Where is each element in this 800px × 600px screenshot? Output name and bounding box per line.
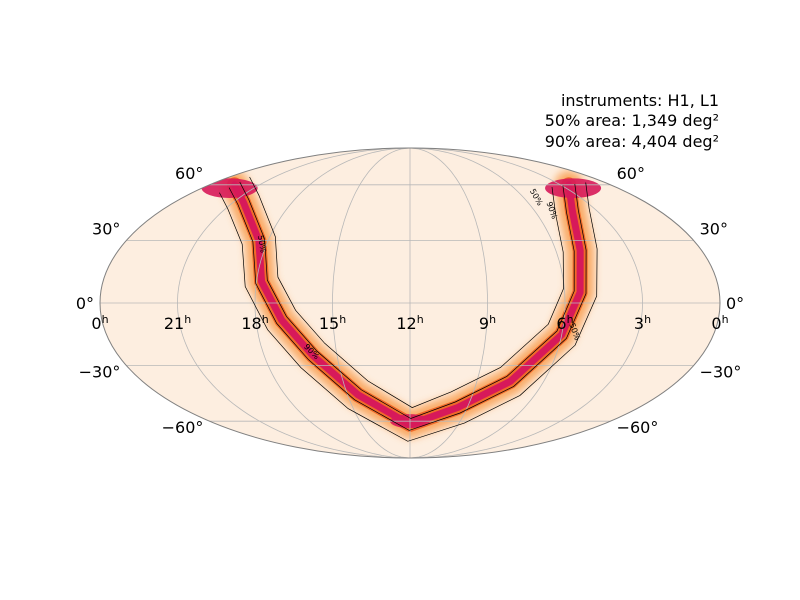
tick-labels: 0h 21h 18h 15h 12h 9h 6h 3h 0h 60° 60° 30° 30° 0° 0° −3…	[76, 164, 744, 437]
ra-tick-label: 0h	[91, 313, 108, 333]
dec-tick-label-right: 30°	[700, 219, 728, 238]
area50-text: 50% area: 1,349 deg²	[545, 111, 719, 130]
contour-50-outer	[228, 183, 587, 431]
ra-tick-label: 6h	[556, 313, 573, 333]
contour-label: 50%	[256, 234, 268, 253]
area-annotation: instruments: H1, L1 50% area: 1,349 deg²…	[545, 91, 719, 151]
contour-90-inner	[249, 176, 564, 408]
dec-tick-label-left: 0°	[76, 294, 94, 313]
meridian-line	[254, 147, 411, 459]
credible-contours	[219, 176, 598, 442]
dec-tick-label-left: −30°	[79, 363, 121, 382]
contour-50-inner	[239, 181, 575, 419]
graticule	[100, 147, 720, 459]
ra-tick-label: 3h	[634, 313, 651, 333]
ra-tick-label: 15h	[319, 313, 346, 333]
dec-tick-label-left: 60°	[175, 164, 203, 183]
ra-tick-label: 18h	[241, 313, 268, 333]
dec-tick-label-left: 30°	[92, 219, 120, 238]
contour-90-outer	[219, 182, 598, 442]
ra-tick-label: 9h	[479, 313, 496, 333]
ra-tick-label: 12h	[396, 313, 423, 333]
ra-tick-label: 0h	[711, 313, 728, 333]
meridian-line	[177, 147, 411, 459]
meridian-line	[409, 147, 488, 459]
dec-tick-label-right: 60°	[617, 164, 645, 183]
meridian-line	[409, 147, 643, 459]
instruments-text: instruments: H1, L1	[561, 91, 719, 110]
dec-tick-label-right: −30°	[700, 363, 742, 382]
meridian-line	[332, 147, 411, 459]
area90-text: 90% area: 4,404 deg²	[545, 132, 719, 151]
meridian-line	[409, 147, 566, 459]
dec-tick-label-right: −60°	[617, 418, 659, 437]
dec-tick-label-left: −60°	[162, 418, 204, 437]
dec-tick-label-right: 0°	[726, 294, 744, 313]
sky-boundary	[99, 147, 721, 459]
ra-tick-label: 21h	[164, 313, 191, 333]
